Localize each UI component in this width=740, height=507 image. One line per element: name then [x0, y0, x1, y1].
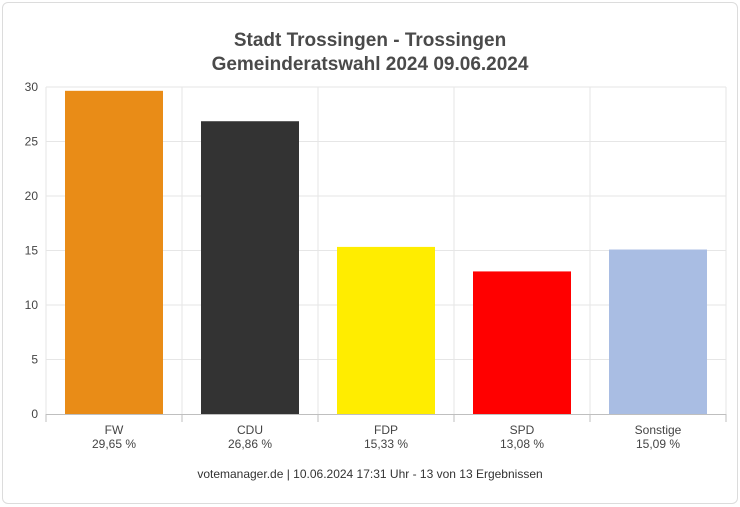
data-label: 26,86 % [228, 437, 272, 451]
data-label: 29,65 % [92, 437, 136, 451]
y-tick-label: 30 [25, 80, 39, 94]
y-tick-label: 15 [25, 244, 39, 258]
chart-subtitle: Gemeinderatswahl 2024 09.06.2024 [211, 54, 529, 75]
y-tick-label: 10 [25, 298, 39, 312]
source-footer: votemanager.de | 10.06.2024 17:31 Uhr - … [197, 467, 543, 481]
x-tick-label: Sonstige [635, 423, 682, 437]
chart-title: Stadt Trossingen - Trossingen [233, 30, 507, 51]
bar-spd [473, 271, 571, 414]
data-label: 15,09 % [636, 437, 680, 451]
x-tick-label: FW [105, 423, 124, 437]
data-label: 13,08 % [500, 437, 544, 451]
data-label: 15,33 % [364, 437, 408, 451]
x-tick-label: FDP [374, 423, 398, 437]
x-tick-label: CDU [237, 423, 263, 437]
bar-fw [65, 90, 163, 414]
y-tick-label: 0 [31, 407, 38, 421]
y-tick-label: 25 [25, 135, 39, 149]
bar-cdu [201, 121, 299, 414]
y-tick-label: 20 [25, 189, 39, 203]
y-tick-label: 5 [31, 353, 38, 367]
bar-sonstige [609, 249, 707, 414]
x-tick-label: SPD [510, 423, 535, 437]
bar-fdp [337, 246, 435, 414]
